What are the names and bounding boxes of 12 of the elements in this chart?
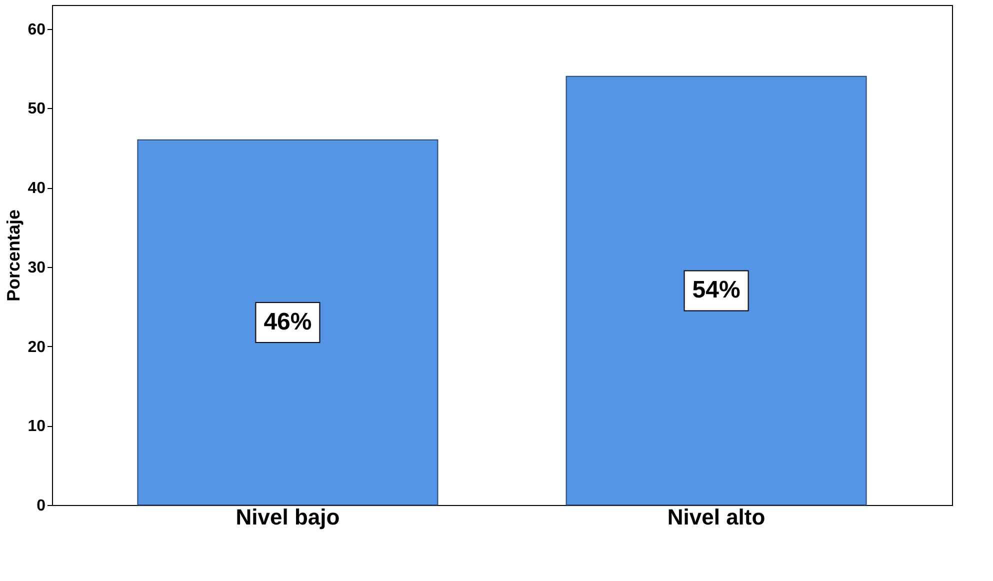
y-tick-label: 0 — [36, 498, 46, 514]
y-axis-title: Porcentaje — [4, 209, 24, 302]
data-label: 46% — [264, 308, 312, 336]
y-tick-label: 30 — [28, 259, 46, 276]
y-tick-label: 20 — [28, 338, 46, 356]
y-tick-label: 10 — [28, 418, 46, 436]
y-tick-label: 40 — [28, 180, 46, 198]
data-label: 54% — [692, 276, 740, 304]
y-tick-label: 50 — [28, 100, 46, 118]
y-tick-label: 60 — [28, 21, 46, 38]
x-tick-label: Nivel alto — [667, 504, 766, 530]
x-tick-label: Nivel bajo — [236, 504, 340, 530]
